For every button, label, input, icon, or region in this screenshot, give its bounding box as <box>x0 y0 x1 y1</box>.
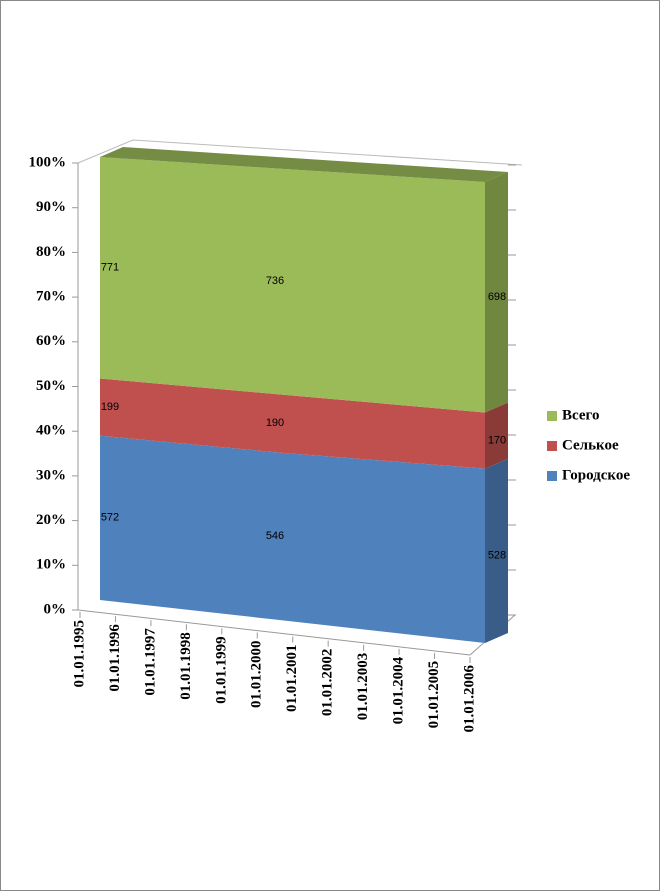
legend-swatch <box>547 411 557 421</box>
x-tick-label: 01.01.1995 <box>71 620 87 688</box>
x-tick-label: 01.01.2004 <box>391 656 407 724</box>
data-label: 771 <box>101 262 119 274</box>
y-tick-label: 50% <box>36 378 66 394</box>
x-axis <box>77 609 471 656</box>
data-label: 170 <box>488 434 506 446</box>
x-tick-label: 01.01.2002 <box>320 649 336 717</box>
y-tick-label: 60% <box>36 333 66 349</box>
x-tick-label: 01.01.1996 <box>107 624 123 692</box>
y-tick-label: 80% <box>36 244 66 260</box>
area-side <box>485 402 508 469</box>
legend-label: Всего <box>562 407 599 423</box>
y-tick-label: 90% <box>36 199 66 215</box>
y-tick-label: 20% <box>36 512 66 528</box>
data-label: 698 <box>488 291 506 303</box>
data-label: 546 <box>266 530 284 542</box>
legend-label: Селькое <box>562 437 619 453</box>
legend-swatch <box>547 441 557 451</box>
x-tick-label: 01.01.1999 <box>213 636 229 704</box>
x-tick-label: 01.01.1997 <box>142 628 158 696</box>
y-tick-label: 70% <box>36 289 66 305</box>
area-front <box>100 378 485 469</box>
data-label: 736 <box>266 275 284 287</box>
x-tick-label: 01.01.2000 <box>249 640 265 708</box>
area-front <box>100 157 485 413</box>
area-front <box>100 435 485 643</box>
y-tick-label: 10% <box>36 557 66 573</box>
x-tick-label: 01.01.2003 <box>355 653 371 721</box>
data-label: 190 <box>266 417 284 429</box>
legend-swatch <box>547 471 557 481</box>
x-tick-label: 01.01.1998 <box>178 632 194 700</box>
legend-label: Городское <box>562 467 630 483</box>
area-side <box>485 458 508 643</box>
y-tick-label: 0% <box>44 601 67 617</box>
y-tick-label: 100% <box>29 154 67 170</box>
y-tick-label: 30% <box>36 467 66 483</box>
area-side <box>485 172 508 413</box>
y-tick-label: 40% <box>36 423 66 439</box>
data-label: 528 <box>488 550 506 562</box>
x-tick-label: 01.01.2006 <box>461 665 477 733</box>
data-label: 572 <box>101 512 119 524</box>
area-top <box>100 147 508 182</box>
back-wall-edge <box>77 139 523 166</box>
x-tick-label: 01.01.2005 <box>426 661 442 729</box>
x-tick-label: 01.01.2001 <box>284 645 300 713</box>
data-label: 199 <box>101 401 119 413</box>
